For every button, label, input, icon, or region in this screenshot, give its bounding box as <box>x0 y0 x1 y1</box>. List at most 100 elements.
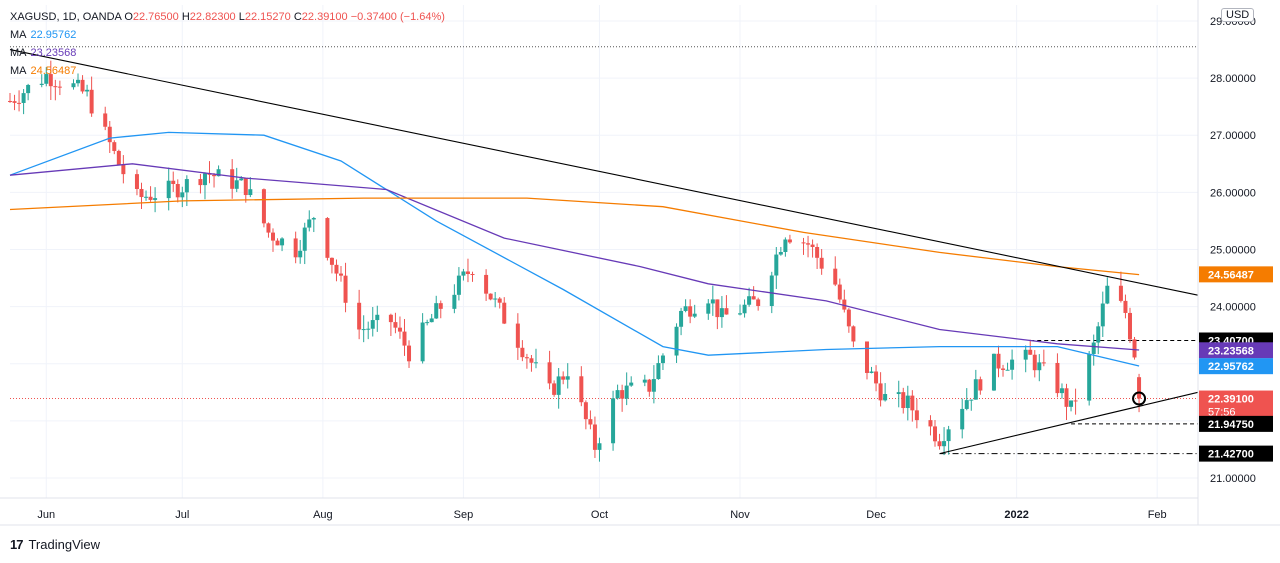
ma-line <box>9 131 1140 367</box>
candle-body <box>153 198 158 200</box>
ma-row-2: MA 23.23568 <box>10 44 445 62</box>
price-label-bg <box>1199 342 1273 359</box>
candle-body <box>611 398 616 444</box>
candle-body <box>846 309 851 327</box>
chart-legend: XAGUSD, 1D, OANDA O22.76500 H22.82300 L2… <box>10 8 445 80</box>
candle-body <box>1091 342 1096 354</box>
open-value: 22.76500 <box>132 11 179 23</box>
candle-body <box>933 426 938 442</box>
candle-body <box>1059 388 1064 394</box>
candle-body <box>515 323 520 348</box>
candle-body <box>1005 369 1010 371</box>
candle-body <box>339 273 344 276</box>
candle-body <box>121 164 126 175</box>
ma-value: 24.56487 <box>30 65 77 77</box>
candle-body <box>710 299 715 304</box>
price-label: 21.42700 <box>1208 449 1254 461</box>
candle-body <box>942 441 947 447</box>
ma-row-1: MA 22.95762 <box>10 26 445 44</box>
candle-body <box>769 275 774 307</box>
candle-body <box>1032 354 1037 371</box>
candle-body <box>397 327 402 332</box>
x-tick-label: Oct <box>591 509 608 521</box>
candle-body <box>275 240 280 246</box>
ma-label: MA <box>10 65 27 77</box>
candle-body <box>592 424 597 450</box>
candle-body <box>837 284 842 300</box>
candle-body <box>969 399 974 401</box>
candle-body <box>107 126 112 143</box>
candle-body <box>343 275 348 303</box>
candle-body <box>1041 362 1046 364</box>
candle-body <box>148 196 153 200</box>
candle-body <box>946 429 951 442</box>
candle-body <box>801 242 806 244</box>
horizontal-levels <box>10 46 1198 455</box>
candle-body <box>565 376 570 380</box>
candle-body <box>806 243 811 245</box>
candle-body <box>715 299 720 318</box>
candle-body <box>901 392 906 409</box>
y-tick-label: 27.00000 <box>1210 130 1256 142</box>
candle-body <box>26 84 31 94</box>
price-label: 21.94750 <box>1208 419 1254 431</box>
candle-body <box>112 142 117 151</box>
candle-body <box>815 247 820 258</box>
candles <box>8 60 1142 462</box>
candle-body <box>869 371 874 373</box>
countdown-label: 57:56 <box>1208 407 1236 419</box>
candle-body <box>184 179 189 193</box>
candle-body <box>497 298 502 303</box>
candle-body <box>778 251 783 255</box>
currency-button[interactable]: USD <box>1221 8 1255 22</box>
candle-body <box>1064 388 1069 407</box>
candle-body <box>583 402 588 420</box>
candle-body <box>116 150 121 165</box>
candle-body <box>261 189 266 224</box>
ma-label: MA <box>10 29 27 41</box>
candle-body <box>134 174 139 189</box>
x-tick-label: Sep <box>454 509 474 521</box>
candle-body <box>991 353 996 391</box>
candle-body <box>370 320 375 329</box>
candle-body <box>311 218 316 220</box>
marker-circle <box>1132 391 1147 406</box>
price-label-bg <box>1199 358 1273 375</box>
candle-body <box>1037 362 1042 371</box>
candle-body <box>216 169 221 177</box>
candle-body <box>624 385 629 399</box>
candle-body <box>366 328 371 330</box>
candle-body <box>139 188 144 198</box>
candle-body <box>8 100 12 102</box>
candle-body <box>656 363 661 380</box>
trendline <box>9 49 1199 296</box>
candle-body <box>864 341 869 373</box>
candle-body <box>660 355 665 364</box>
candle-body <box>334 264 339 274</box>
candle-body <box>960 408 965 430</box>
candle-body <box>202 173 207 186</box>
candle-body <box>329 257 334 265</box>
candle-body <box>234 180 239 189</box>
candle-body <box>1132 339 1137 358</box>
candle-body <box>747 296 752 305</box>
candle-body <box>937 441 942 447</box>
candle-body <box>76 79 81 84</box>
candle-body <box>293 238 298 258</box>
candle-body <box>615 390 620 399</box>
x-tick-label: Dec <box>866 509 886 521</box>
candle-body <box>71 83 76 88</box>
candle-body <box>1087 353 1092 401</box>
candle-body <box>425 322 430 324</box>
candle-body <box>80 79 85 92</box>
candle-body <box>738 313 743 315</box>
candle-body <box>774 254 779 276</box>
close-value: 22.39100 <box>301 11 348 23</box>
high-value: 22.82300 <box>189 11 236 23</box>
price-label-bg <box>1199 445 1273 462</box>
candle-body <box>1127 312 1132 340</box>
candle-body <box>89 89 94 114</box>
candle-body <box>1105 285 1110 304</box>
tradingview-branding[interactable]: 17 TradingView <box>10 537 100 552</box>
